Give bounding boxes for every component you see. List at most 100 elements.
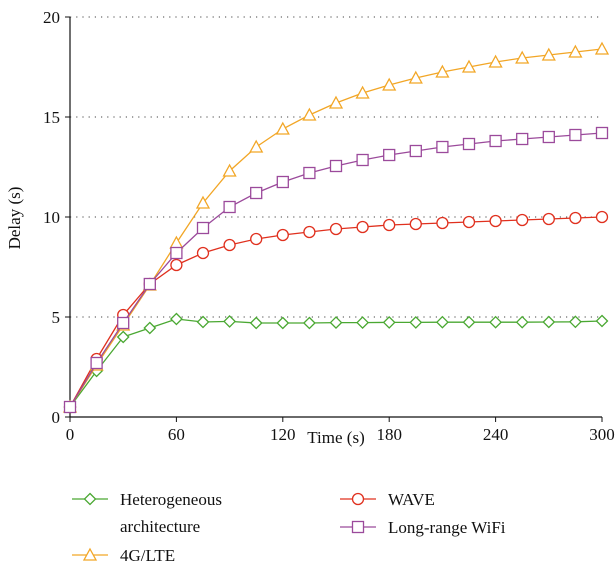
data-point [223,200,236,214]
data-point [170,258,183,272]
data-point [196,246,210,260]
y-tick-label: 10 [43,208,60,227]
data-point [196,221,210,235]
data-point [382,77,397,91]
data-point [595,314,609,328]
series-line [69,132,603,408]
y-tick-label: 20 [43,8,60,27]
data-point [169,312,183,326]
legend-entry: WAVE [340,490,435,509]
data-point [302,316,316,330]
data-point [196,315,210,329]
data-point [515,50,530,64]
data-point [409,144,422,158]
data-point [356,220,369,234]
data-point [542,315,556,329]
data-point [435,64,450,78]
data-point [276,228,289,242]
data-point [595,126,609,140]
data-point [276,175,289,189]
data-point [223,238,236,252]
data-point [116,330,130,344]
axes [65,16,603,422]
data-point [409,217,422,231]
data-point [303,225,316,239]
data-point [250,186,263,200]
data-point [329,316,343,330]
data-point [222,163,237,177]
data-point [435,315,449,329]
x-tick-label: 0 [66,425,75,444]
data-point [462,315,476,329]
data-point [489,134,502,148]
data-point [356,316,370,330]
legend-entry: Heterogeneous architecture [72,490,222,536]
data-point [329,222,343,236]
data-point [515,315,529,329]
data-point [568,44,583,58]
data-point [436,140,449,154]
data-point [329,159,343,173]
data-point [302,107,317,121]
data-point [169,235,184,249]
legend-label: architecture [120,517,200,536]
y-tick-label: 15 [43,108,60,127]
x-axis-title: Time (s) [307,428,364,447]
y-tick-label: 0 [52,408,61,427]
data-point [408,70,423,84]
x-tick-label: 240 [483,425,509,444]
data-point [303,166,316,180]
data-series [62,41,610,414]
tick-labels: 0 5 10 15 20 0 60 120 180 240 300 [43,8,615,444]
series-circle [63,210,609,414]
data-point [382,315,396,329]
legend-marker [83,492,97,506]
data-point [436,216,449,230]
data-point [489,214,502,228]
data-point [461,59,477,73]
data-point [276,316,290,330]
y-tick-label: 5 [52,308,61,327]
data-point [143,277,156,291]
legend-entry: 4G/LTE [72,546,175,565]
data-point [170,246,183,260]
data-point [250,232,263,246]
data-point [409,315,423,329]
data-point [356,153,369,167]
data-point [383,148,396,162]
legend-label: Heterogeneous [120,490,222,509]
data-point [195,195,211,209]
data-point [542,212,555,226]
data-point [355,85,370,99]
data-point [488,54,503,68]
data-point [516,132,529,146]
data-point [117,316,130,330]
data-point [595,210,609,224]
data-point [275,121,290,135]
series-line [69,216,603,408]
data-point [569,128,582,142]
data-point [63,400,77,414]
data-point [541,47,556,61]
data-point [462,215,476,229]
legend-label: WAVE [388,490,435,509]
series-diamond [63,312,609,414]
data-point [594,41,610,55]
legend-marker [351,492,365,506]
x-tick-label: 120 [270,425,296,444]
x-tick-label: 300 [589,425,615,444]
data-point [249,139,264,153]
data-point [223,314,237,328]
legend-label: Long-range WiFi [388,518,506,537]
data-point [568,315,582,329]
data-point [249,316,263,330]
data-point [542,130,555,144]
data-point [462,137,476,151]
y-axis-title: Delay (s) [5,187,24,250]
legend: Heterogeneous architecture WAVE 4G/LTE Long-… [72,490,506,565]
x-tick-label: 60 [168,425,185,444]
data-point [90,356,103,370]
legend-label: 4G/LTE [120,546,175,565]
legend-entry: Long-range WiFi [340,518,506,537]
